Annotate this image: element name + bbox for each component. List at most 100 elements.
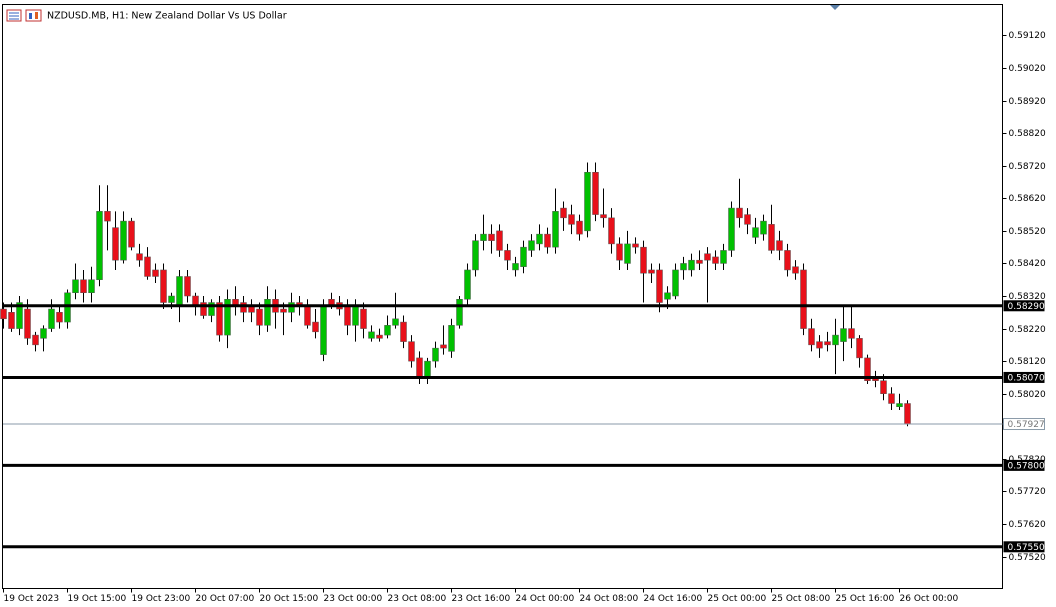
candle-body: [64, 292, 71, 323]
candle-body: [528, 240, 535, 251]
candle-body: [808, 328, 815, 346]
candle-body: [504, 250, 511, 261]
y-tick-label: 0.58620: [1009, 194, 1046, 204]
candle-body: [712, 256, 719, 264]
candle-body: [0, 308, 7, 320]
candle-body: [568, 214, 575, 225]
x-tick-label: 20 Oct 07:00: [196, 594, 255, 604]
x-tick-label: 25 Oct 00:00: [708, 594, 767, 604]
candle-body: [312, 321, 319, 333]
candle-body: [896, 403, 903, 408]
candle-body: [840, 328, 847, 342]
candle-body: [464, 269, 471, 300]
x-tick-label: 24 Oct 08:00: [580, 594, 639, 604]
icon-frame: [25, 9, 42, 22]
candle-body: [696, 259, 703, 264]
icon-bar: [35, 12, 38, 19]
y-tick-label: 0.57720: [1009, 487, 1046, 497]
candle-body: [200, 302, 207, 316]
candle-body: [736, 207, 743, 219]
candle-body: [728, 207, 735, 251]
candle-body: [136, 253, 143, 261]
candle-body: [152, 269, 159, 277]
candle-body: [184, 276, 191, 297]
candle-body: [240, 302, 247, 313]
candle-body: [720, 250, 727, 264]
candle-body: [352, 305, 359, 326]
candle-body: [832, 334, 839, 346]
candle-body: [280, 308, 287, 313]
x-tick-label: 23 Oct 16:00: [452, 594, 511, 604]
level-label-box: [1003, 459, 1045, 471]
candle-body: [480, 233, 487, 241]
candle-body: [256, 308, 263, 326]
x-tick-label: 19 Oct 15:00: [68, 594, 127, 604]
candle-body: [24, 308, 31, 339]
candle-body: [112, 227, 119, 261]
candle-body: [368, 331, 375, 339]
candle-body: [496, 230, 503, 251]
candle-body: [784, 250, 791, 271]
candle-body: [320, 305, 327, 355]
candle-body: [576, 220, 583, 235]
chart-title: NZDUSD.MB, H1: New Zealand Dollar Vs US …: [47, 11, 287, 22]
candle-body: [752, 227, 759, 238]
x-tick-label: 23 Oct 00:00: [324, 594, 383, 604]
candle-body: [656, 269, 663, 303]
x-tick-label: 25 Oct 16:00: [836, 594, 895, 604]
y-tick-label: 0.58420: [1009, 259, 1046, 269]
candle-body: [224, 299, 231, 336]
icon-bar: [29, 13, 32, 19]
candle-body: [664, 292, 671, 300]
candle-body: [120, 220, 127, 261]
candle-body: [880, 380, 887, 394]
level-label: 0.57800: [1008, 461, 1045, 471]
level-label-box: [1003, 541, 1045, 553]
x-tick-label: 20 Oct 15:00: [260, 594, 319, 604]
candle-body: [80, 279, 87, 294]
candle-body: [472, 240, 479, 271]
candle-body: [40, 328, 47, 339]
y-tick-label: 0.57620: [1009, 520, 1046, 530]
candle-body: [376, 334, 383, 339]
candle-body: [288, 302, 295, 313]
candle-body: [776, 240, 783, 251]
candle-body: [536, 233, 543, 245]
candle-body: [304, 305, 311, 326]
candle-body: [864, 357, 871, 381]
candle-body: [208, 302, 215, 316]
candle-body: [600, 214, 607, 219]
candle-body: [592, 171, 599, 215]
candle-body: [584, 171, 591, 232]
y-tick-label: 0.59020: [1009, 64, 1046, 74]
candle-body: [416, 357, 423, 378]
candle-body: [56, 312, 63, 323]
y-tick-label: 0.58120: [1009, 357, 1046, 367]
y-tick-label: 0.58520: [1009, 227, 1046, 237]
candle-body: [632, 243, 639, 248]
x-tick-label: 25 Oct 08:00: [772, 594, 831, 604]
candle-body: [440, 344, 447, 349]
candle-body: [216, 302, 223, 336]
candle-body: [848, 328, 855, 339]
candle-body: [856, 338, 863, 359]
candle-body: [488, 233, 495, 241]
candle-body: [824, 341, 831, 346]
y-tick-label: 0.58020: [1009, 390, 1046, 400]
candle-body: [624, 243, 631, 264]
level-label-box: [1003, 300, 1045, 312]
candle-body: [672, 269, 679, 297]
candle-body: [904, 403, 911, 425]
candle-body: [800, 269, 807, 329]
candle-body: [640, 246, 647, 274]
y-tick-label: 0.57520: [1009, 553, 1046, 563]
y-tick-label: 0.59120: [1009, 31, 1046, 41]
candle-body: [512, 263, 519, 271]
x-tick-label: 19 Oct 2023: [4, 594, 60, 604]
candle-body: [96, 211, 103, 280]
candle-body: [792, 266, 799, 274]
y-tick-label: 0.58220: [1009, 325, 1046, 335]
candle-body: [456, 299, 463, 326]
